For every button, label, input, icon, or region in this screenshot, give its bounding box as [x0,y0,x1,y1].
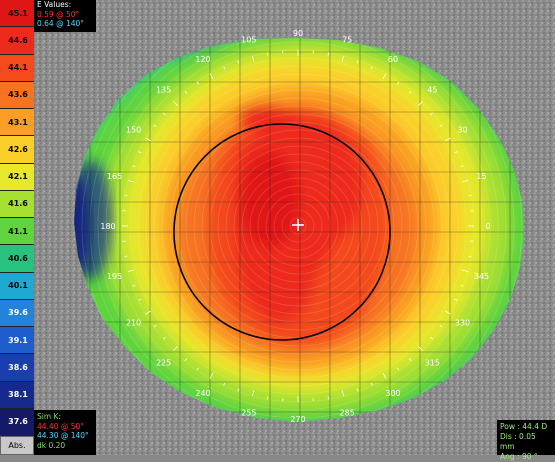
angle-label: 105 [241,36,256,45]
scale-swatch: 41.6 [0,191,34,218]
angle-label: 210 [126,319,141,328]
e-values-title: E Values: [37,0,96,10]
angle-label: 300 [385,389,400,398]
scale-label: 43.1 [2,118,34,127]
scale-swatch: 44.1 [0,55,34,82]
e-values-panel: E Values: 0.59 @ 50° 0.64 @ 140° [34,0,96,32]
angle-label: 150 [126,126,141,135]
readout-dis: Dis : 0.05 mm [500,432,552,452]
scale-label: 42.6 [2,145,34,154]
scale-label: 39.1 [2,336,34,345]
angle-label: 120 [195,55,210,64]
scale-label: 38.1 [2,390,34,399]
scale-swatch: 39.1 [0,327,34,354]
angle-label: 315 [425,359,440,368]
color-scale: 45.1 44.6 44.1 43.6 43.1 42.6 42.1 41.6 41.1 40.6… [0,0,34,436]
sim-k-line2: 44.30 @ 140° [37,431,93,441]
scale-swatch: 40.6 [0,245,34,272]
scale-label: 41.1 [2,227,34,236]
scale-swatch: 45.1 [0,0,34,27]
angle-label: 75 [342,36,352,45]
scale-label: 41.6 [2,199,34,208]
scale-swatch: 40.1 [0,273,34,300]
scale-label: 45.1 [2,9,34,18]
sim-k-title: Sim K: [37,412,93,422]
angle-label: 165 [107,172,122,181]
scale-label: 44.6 [2,36,34,45]
scale-swatch: 37.6 [0,409,34,436]
scale-label: 40.6 [2,254,34,263]
angle-label: 30 [457,126,467,135]
scale-label: 43.6 [2,90,34,99]
sim-k-line3: dk 0.20 [37,441,93,451]
readout-pow: Pow : 44.4 D [500,422,552,432]
angle-label: 345 [474,272,489,281]
scale-swatch: 42.6 [0,136,34,163]
scale-swatch: 43.6 [0,82,34,109]
angle-label: 90 [293,29,303,38]
scale-swatch: 41.1 [0,218,34,245]
angle-label: 255 [241,408,256,417]
angle-label: 285 [340,408,355,417]
scale-swatch: 38.1 [0,382,34,409]
sim-k-line1: 44.40 @ 50° [37,422,93,432]
scale-label: 39.6 [2,308,34,317]
angle-label: 135 [156,86,171,95]
angle-label: 15 [476,172,486,181]
abs-button[interactable]: Abs. [0,436,34,455]
scale-label: 42.1 [2,172,34,181]
angle-label: 45 [427,86,437,95]
scale-swatch: 42.1 [0,164,34,191]
angle-label: 60 [388,55,398,64]
scale-swatch: 43.1 [0,109,34,136]
scale-swatch: 38.6 [0,354,34,381]
angle-label: 330 [455,319,470,328]
angle-label: 0 [485,222,490,231]
scale-swatch: 39.6 [0,300,34,327]
angle-label: 180 [100,222,115,231]
readout-panel: Pow : 44.4 D Dis : 0.05 mm Ang : 90 ° [497,420,555,455]
scale-label: 40.1 [2,281,34,290]
e-values-line2: 0.64 @ 140° [37,19,96,29]
scale-label: 37.6 [2,417,34,426]
e-values-line1: 0.59 @ 50° [37,10,96,20]
scale-swatch: 44.6 [0,27,34,54]
angle-label: 240 [195,389,210,398]
angle-label: 195 [107,272,122,281]
readout-ang: Ang : 90 ° [500,452,552,462]
angle-label: 225 [156,359,171,368]
sim-k-panel: Sim K: 44.40 @ 50° 44.30 @ 140° dk 0.20 [34,410,96,455]
scale-label: 44.1 [2,63,34,72]
scale-label: 38.6 [2,363,34,372]
angle-label: 270 [290,415,305,424]
